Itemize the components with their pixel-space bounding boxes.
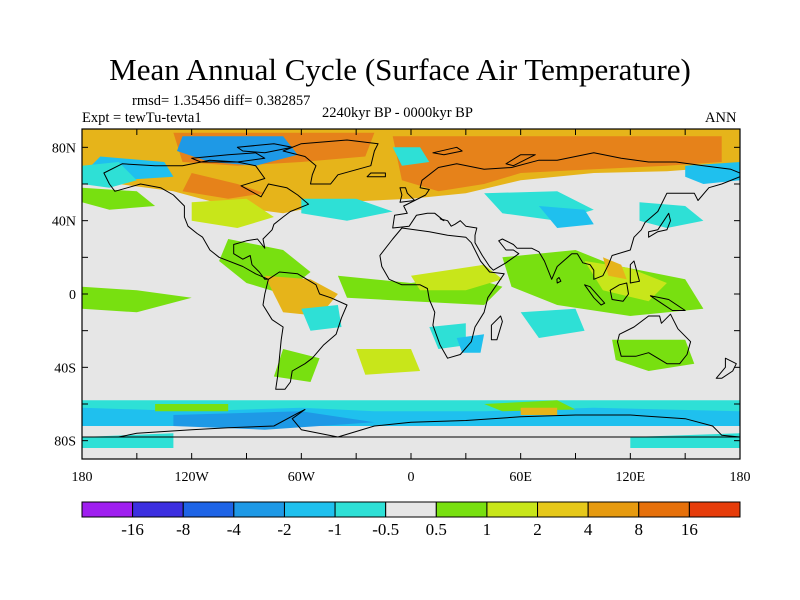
anomaly-region <box>264 275 338 316</box>
chart-title: Mean Annual Cycle (Surface Air Temperatu… <box>109 52 691 87</box>
coastline <box>103 159 310 280</box>
coastline <box>629 260 640 284</box>
colorbar-label: 16 <box>681 520 698 539</box>
anomaly-region <box>82 187 156 210</box>
coastline <box>432 146 463 156</box>
anomaly-region <box>429 323 466 349</box>
colorbar-swatch <box>334 501 387 518</box>
season-label: ANN <box>705 110 737 126</box>
colorbar-swatch <box>81 501 134 518</box>
anomaly-region <box>520 407 558 415</box>
colorbar-swatch <box>435 501 488 518</box>
colorbar-swatch <box>537 501 589 518</box>
coastline <box>648 212 671 238</box>
colorbar-swatch <box>638 501 690 518</box>
coastline <box>236 143 293 154</box>
anomaly-region <box>82 286 192 313</box>
colorbar-label: -8 <box>176 520 190 539</box>
colorbar-label: 8 <box>635 520 644 539</box>
anomaly-region <box>273 349 320 382</box>
coastline <box>490 315 503 341</box>
colorbar-label: -16 <box>121 520 144 539</box>
colorbar-swatch <box>688 501 741 518</box>
coastline <box>82 409 740 438</box>
colorbar-swatch <box>233 501 285 518</box>
colorbar-swatch <box>486 501 539 518</box>
colorbar-swatch <box>132 501 184 518</box>
coastline <box>191 152 266 163</box>
anomaly-region <box>411 264 503 291</box>
anomaly-region <box>301 198 393 221</box>
anomaly-region <box>301 305 342 331</box>
coastline <box>584 284 606 306</box>
lon-label: 60W <box>288 470 316 485</box>
lat-label: 80N <box>52 141 76 156</box>
anomaly-region <box>685 162 740 184</box>
colorbar-label: 2 <box>533 520 542 539</box>
anomaly-region <box>155 404 229 412</box>
lon-label: 0 <box>408 470 415 485</box>
anomaly-region <box>520 308 585 338</box>
colorbar-label: -0.5 <box>372 520 399 539</box>
lon-label: 120E <box>616 470 646 485</box>
lon-label: 180 <box>72 470 93 485</box>
colorbar-label: -4 <box>227 520 242 539</box>
lon-label: 120W <box>175 470 210 485</box>
colorbar-label: -1 <box>328 520 342 539</box>
coastline <box>366 172 386 178</box>
colorbar-swatch <box>182 501 235 518</box>
coastline <box>392 152 740 280</box>
coastline <box>609 282 629 302</box>
experiment-label: Expt = tewTu-tevta1 <box>82 110 202 126</box>
lat-label: 0 <box>69 288 76 303</box>
anomaly-region <box>177 136 298 166</box>
colorbar-swatch <box>385 501 437 518</box>
anomaly-region <box>356 349 421 375</box>
lat-label: 40N <box>52 215 76 230</box>
anomaly-region <box>182 173 265 199</box>
coastline <box>617 313 692 365</box>
colorbar-swatch <box>587 501 640 518</box>
coastline <box>556 277 562 284</box>
colorbar-label: -2 <box>277 520 291 539</box>
colorbar-label: 4 <box>584 520 593 539</box>
coastline <box>399 187 416 203</box>
anomaly-region <box>191 198 274 228</box>
anomaly-region <box>392 147 430 166</box>
coastline <box>262 271 348 390</box>
coastline <box>649 295 686 311</box>
anomaly-region <box>639 202 704 228</box>
coastline <box>715 357 737 379</box>
anomaly-region <box>82 162 137 188</box>
colorbar-label: 1 <box>483 520 492 539</box>
colorbar-label: 0.5 <box>426 520 447 539</box>
lon-label: 60E <box>509 470 532 485</box>
anomaly-region <box>538 206 594 228</box>
lat-label: 40S <box>54 361 76 376</box>
stats-text: rmsd= 1.35456 diff= 0.382857 <box>132 93 311 109</box>
anomaly-region <box>173 411 375 430</box>
period-label: 2240kyr BP - 0000kyr BP <box>322 105 473 121</box>
colorbar-swatch <box>283 501 336 518</box>
coastline <box>282 139 379 185</box>
anomaly-region <box>392 136 722 192</box>
coastline <box>379 227 505 359</box>
lat-label: 80S <box>54 435 76 450</box>
coastline <box>505 154 536 167</box>
lon-label: 180 <box>730 470 751 485</box>
